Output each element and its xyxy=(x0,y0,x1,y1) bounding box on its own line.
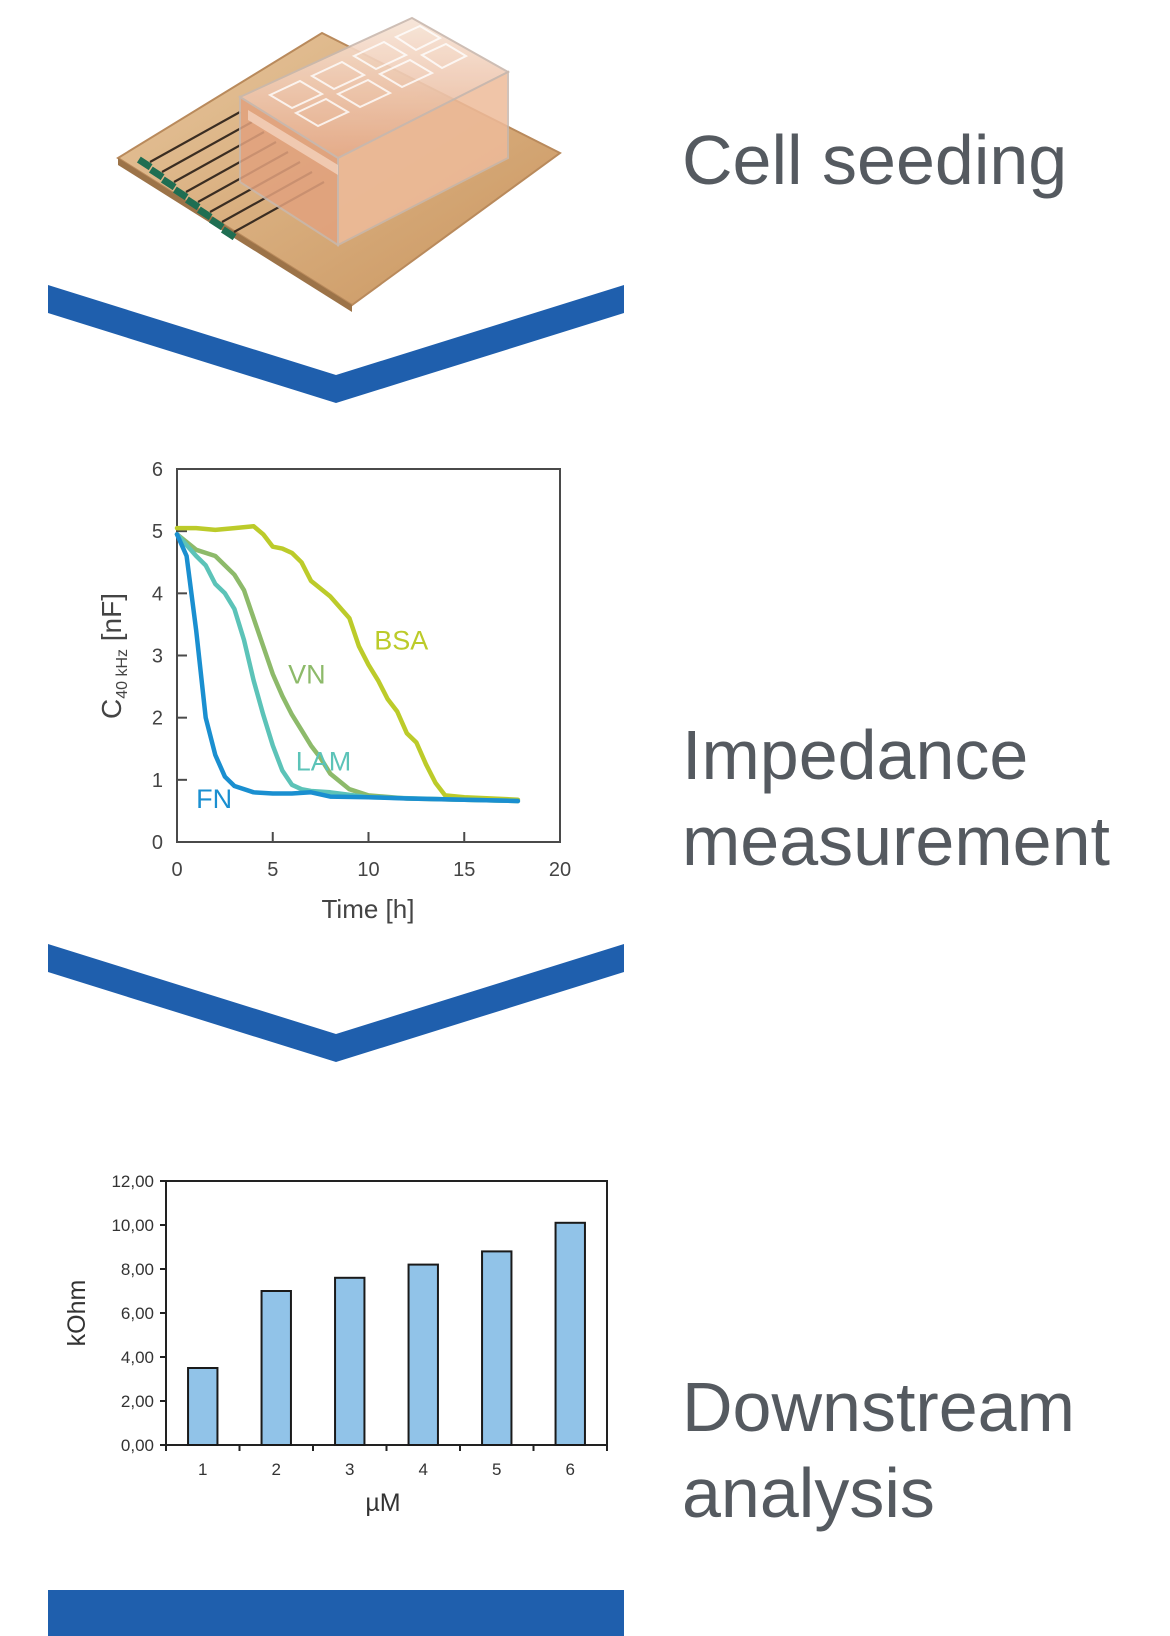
bar-chart-x-tick-label: 2 xyxy=(272,1460,281,1479)
bar-chart-x-tick-label: 1 xyxy=(198,1460,207,1479)
electrode-array-chip-photo xyxy=(116,16,562,312)
line-chart-x-tick-label: 15 xyxy=(453,859,475,881)
chevron-partial-bar xyxy=(48,1590,624,1636)
bar-chart-x-tick-label: 4 xyxy=(419,1460,428,1479)
line-chart-y-axis-label: C40 kHz [nF] xyxy=(96,593,131,719)
series-label-vn: VN xyxy=(288,659,326,689)
culture-well-dish xyxy=(237,16,511,247)
line-series-lam xyxy=(174,532,521,804)
step-label-impedance-measurement: Impedance measurement xyxy=(682,712,1110,884)
line-chart-y-tick-label: 4 xyxy=(152,583,163,605)
line-chart-x-axis-label: Time [h] xyxy=(322,894,415,924)
bar-chart-y-tick-label: 10,00 xyxy=(111,1216,154,1235)
bar-4 xyxy=(407,1263,439,1446)
line-chart-x-tick-label: 5 xyxy=(267,859,278,881)
line-chart-y-tick-label: 5 xyxy=(152,521,163,543)
line-chart-y-tick-label: 2 xyxy=(152,708,163,730)
step-label-downstream-analysis: Downstream analysis xyxy=(682,1364,1075,1536)
line-chart-y-axis-unit: [nF] xyxy=(96,593,127,649)
bar-chart-x-tick-label: 5 xyxy=(492,1460,501,1479)
bar-chart-y-tick-label: 8,00 xyxy=(121,1260,154,1279)
step-label-line: Downstream xyxy=(682,1368,1075,1446)
step-label-cell-seeding: Cell seeding xyxy=(682,117,1067,203)
line-chart-x-tick-label: 0 xyxy=(171,859,182,881)
line-chart-y-tick-label: 3 xyxy=(152,646,163,668)
bar-chart-x-axis-label: µM xyxy=(365,1489,400,1517)
bar-3 xyxy=(334,1276,366,1447)
electrode-contacts xyxy=(136,156,237,241)
bar-chart-y-tick-label: 6,00 xyxy=(121,1304,154,1323)
step-label-line: measurement xyxy=(682,802,1110,880)
line-chart-y-tick-label: 6 xyxy=(152,459,163,481)
step-label-line: analysis xyxy=(682,1454,935,1532)
line-chart-x-tick-label: 10 xyxy=(357,859,379,881)
bar-chart-y-tick-label: 0,00 xyxy=(121,1436,154,1455)
series-label-bsa: BSA xyxy=(374,625,428,655)
bar-chart-x-tick-label: 6 xyxy=(566,1460,575,1479)
bar-chart-x-tick-label: 3 xyxy=(345,1460,354,1479)
step-label-line: Impedance xyxy=(682,716,1029,794)
bar-chart-y-tick-label: 4,00 xyxy=(121,1348,154,1367)
chevron-down-icon xyxy=(48,944,624,1062)
line-chart-y-tick-label: 1 xyxy=(152,770,163,792)
bar-5 xyxy=(481,1250,513,1447)
line-chart-y-axis-symbol: C xyxy=(96,699,127,719)
chevron-down-icon xyxy=(48,285,624,403)
line-chart-y-axis-subscript: 40 kHz xyxy=(114,649,131,699)
bar-chart-y-tick-label: 2,00 xyxy=(121,1392,154,1411)
line-series-vn xyxy=(174,532,521,804)
bar-chart-frame xyxy=(165,1180,608,1446)
bar-2 xyxy=(260,1290,292,1446)
series-label-fn: FN xyxy=(196,784,232,814)
impedance-line-chart: 0 1 2 3 4 5 6 0 5 10 15 20 FN LAM VN BSA Time [h] C40… xyxy=(96,459,571,924)
downstream-bar-chart: 0,00 2,00 4,00 6,00 8,00 10,00 12,00 1 2 3 4 5 6 µM… xyxy=(63,1172,608,1517)
bar-1 xyxy=(187,1367,219,1446)
line-series-fn xyxy=(174,532,521,804)
line-chart-x-tick-label: 20 xyxy=(549,859,571,881)
series-label-lam: LAM xyxy=(296,747,352,777)
step-label-line: Cell seeding xyxy=(682,121,1068,199)
bar-6 xyxy=(554,1221,586,1447)
line-chart-y-tick-label: 0 xyxy=(152,832,163,854)
bar-chart-y-axis-label: kOhm xyxy=(63,1280,91,1347)
bar-chart-y-tick-label: 12,00 xyxy=(111,1172,154,1191)
line-series-bsa xyxy=(174,523,521,802)
